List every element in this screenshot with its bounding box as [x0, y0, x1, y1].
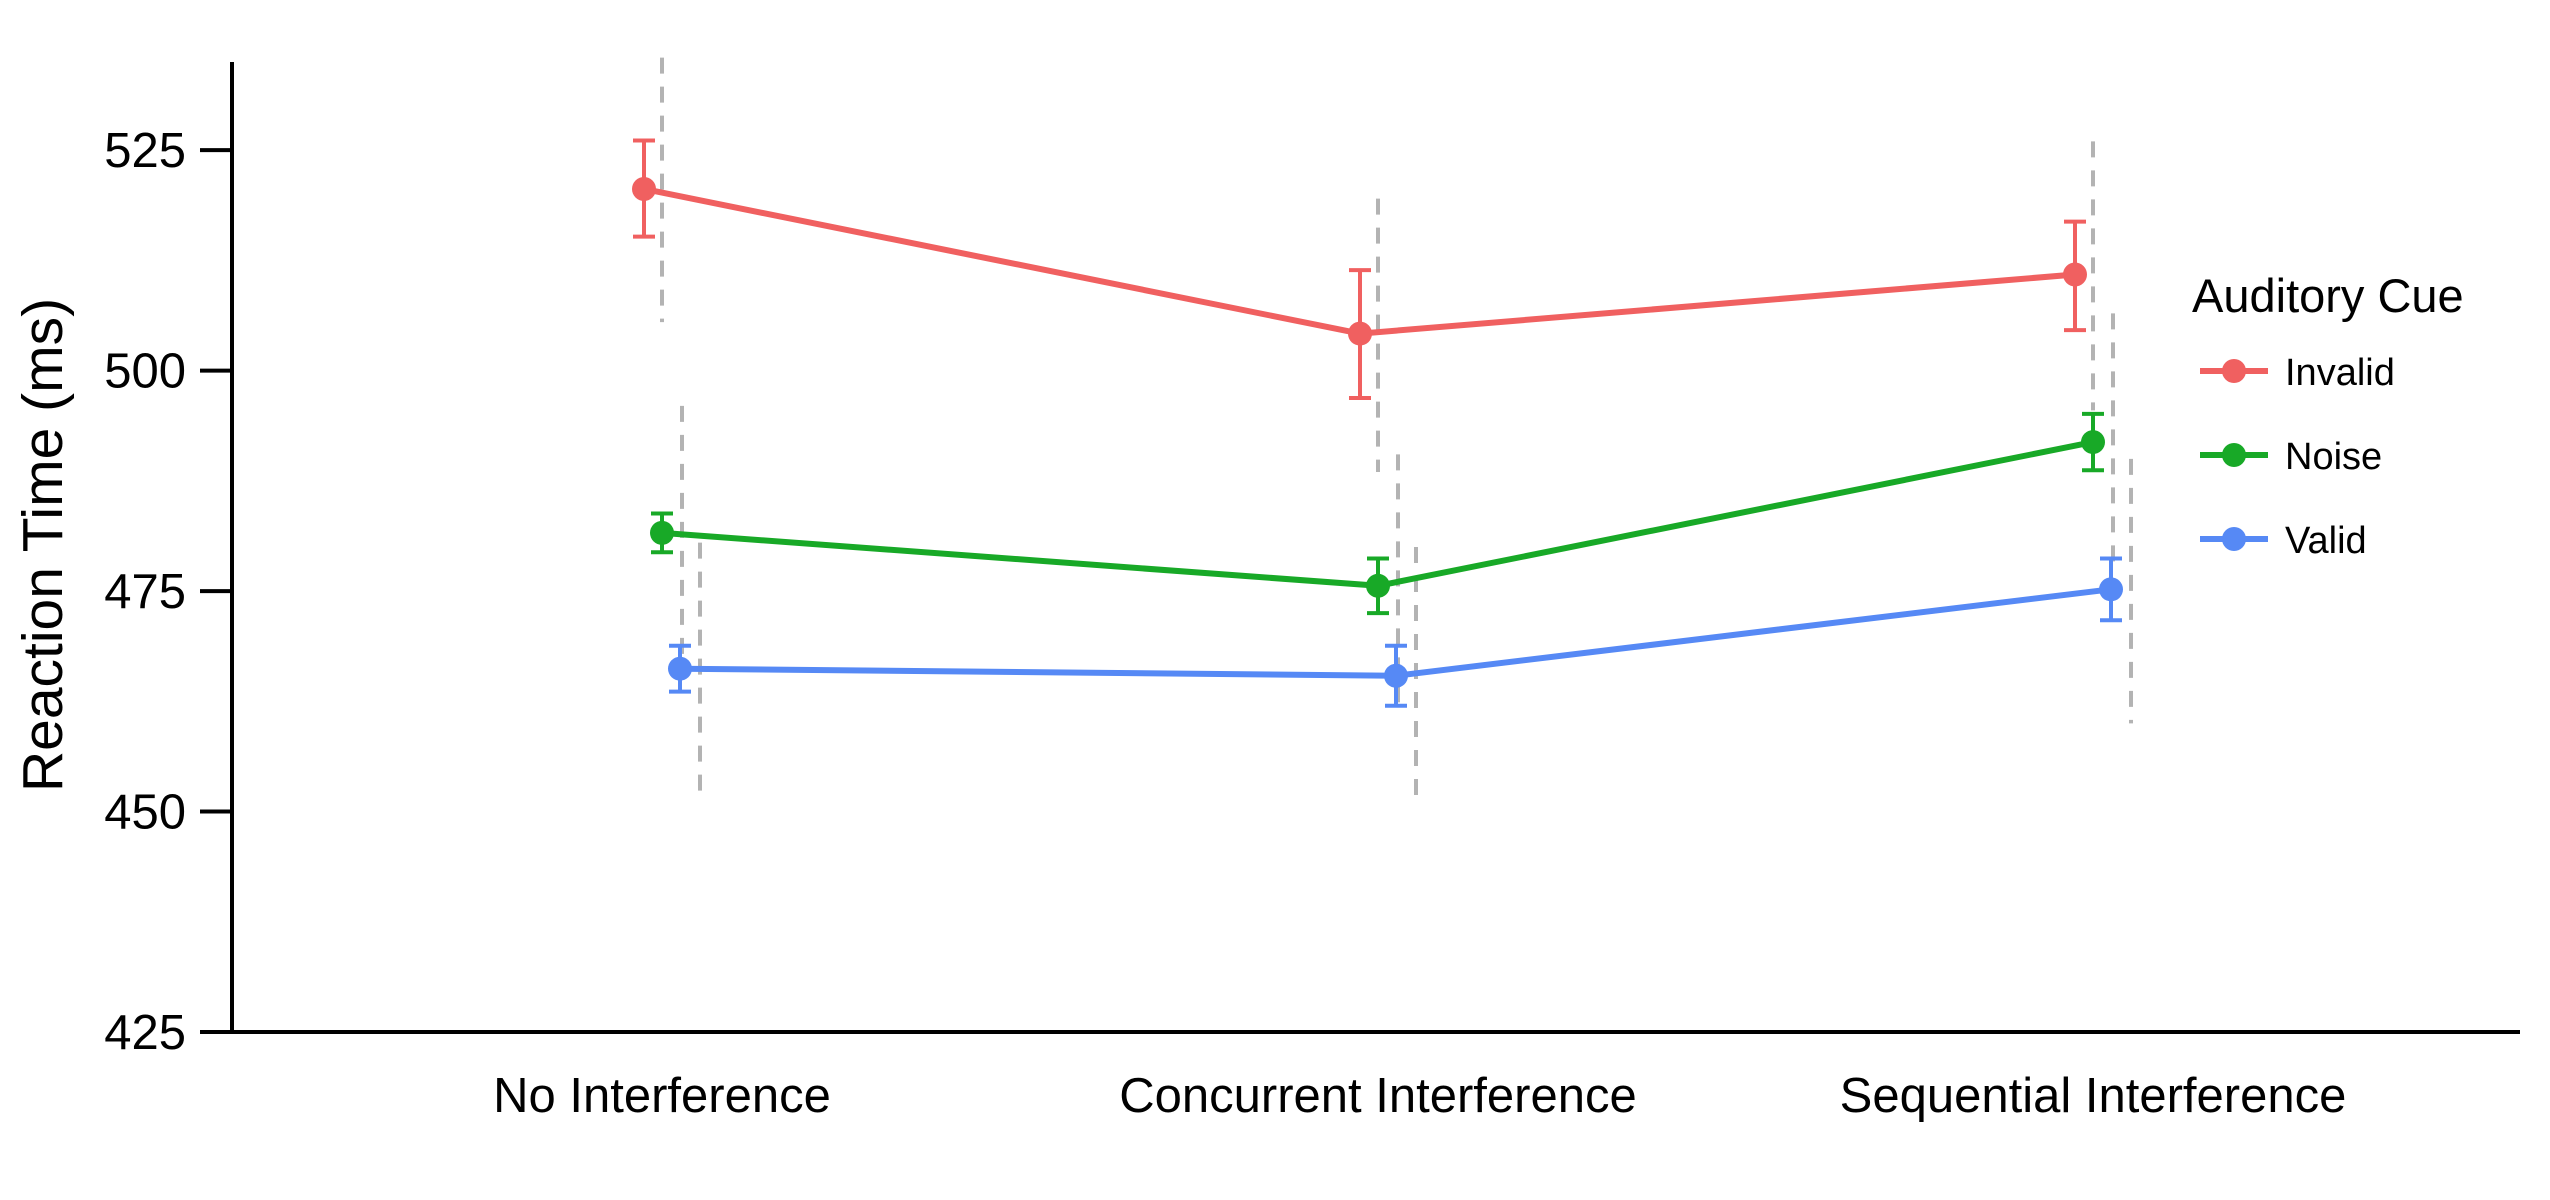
legend-item-invalid: Invalid — [2200, 352, 2395, 394]
y-tick-label: 425 — [104, 1006, 186, 1060]
x-ticks-layer: No Interference Concurrent Interference Se… — [493, 1069, 2346, 1123]
y-tick-label: 450 — [104, 786, 186, 840]
data-point-noise — [650, 520, 674, 545]
x-tick-label: Concurrent Interference — [1119, 1069, 1637, 1123]
data-point-invalid — [1348, 321, 1372, 346]
legend-item-noise: Noise — [2200, 436, 2382, 478]
data-point-valid — [668, 656, 692, 681]
error-bars-layer — [633, 138, 2122, 708]
legend-swatch-point — [2222, 443, 2246, 467]
points-layer — [632, 176, 2123, 688]
legend-swatch-point — [2222, 359, 2246, 383]
legend-label: Invalid — [2285, 352, 2395, 394]
legend-title: Auditory Cue — [2192, 269, 2464, 322]
data-point-valid — [1384, 663, 1408, 688]
x-tick-label: Sequential Interference — [1840, 1069, 2347, 1123]
legend-items: Invalid Noise Valid — [2200, 352, 2395, 562]
y-ticks-layer: 425 450 475 500 525 — [104, 124, 232, 1060]
axes-layer — [230, 62, 2520, 1034]
y-tick-label: 500 — [104, 345, 186, 399]
data-point-invalid — [632, 176, 656, 201]
data-point-valid — [2099, 577, 2123, 602]
legend-label: Valid — [2285, 520, 2367, 562]
legend-swatch-point — [2222, 527, 2246, 551]
sd-whiskers-layer — [660, 57, 2133, 808]
y-tick-label: 475 — [104, 565, 186, 619]
data-point-invalid — [2063, 262, 2087, 287]
y-tick-label: 525 — [104, 124, 186, 178]
legend-item-valid: Valid — [2200, 520, 2367, 562]
x-tick-label: No Interference — [493, 1069, 831, 1123]
legend: Auditory Cue Invalid Noise Valid — [2192, 269, 2464, 562]
data-point-noise — [2081, 430, 2105, 455]
legend-label: Noise — [2285, 436, 2382, 478]
y-axis-title: Reaction Time (ms) — [11, 298, 75, 792]
data-point-noise — [1366, 573, 1390, 598]
